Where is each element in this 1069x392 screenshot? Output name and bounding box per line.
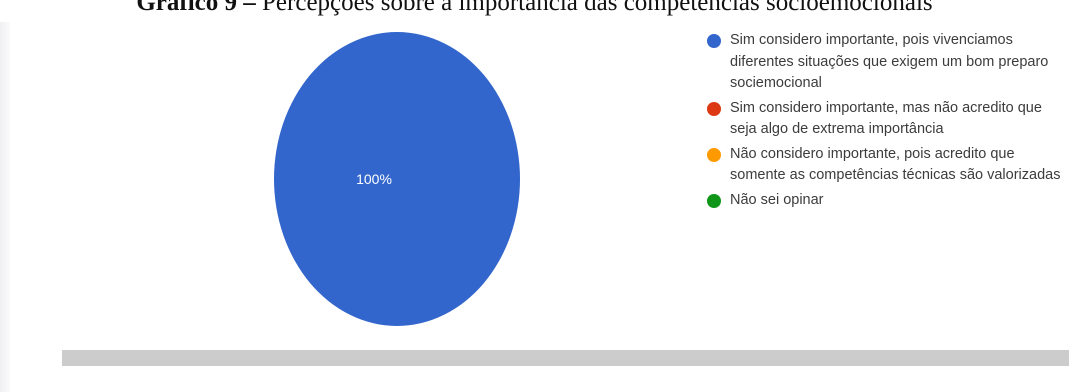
legend-label: Sim considero importante, mas não acredi…: [730, 99, 1042, 138]
legend-label: Não sei opinar: [730, 191, 824, 208]
pie-chart: 100%: [274, 32, 520, 326]
chart-panel: 100% Sim considero importante, pois vive…: [10, 22, 1069, 392]
caption-title: Percepções sobre a importância das compe…: [262, 0, 933, 16]
legend-item[interactable]: Não sei opinar: [707, 190, 1069, 212]
legend-swatch: [707, 193, 721, 208]
legend-item[interactable]: Sim considero importante, pois vivenciam…: [707, 30, 1069, 95]
chart-legend: Sim considero importante, pois vivenciam…: [707, 30, 1069, 214]
legend-item[interactable]: Não considero importante, pois acredito …: [707, 144, 1069, 187]
caption-prefix: Gráfico 9 –: [136, 0, 263, 16]
pie-slice-0: [274, 32, 520, 326]
horizontal-scrollbar[interactable]: [62, 350, 1069, 366]
legend-swatch: [707, 101, 721, 116]
legend-item[interactable]: Sim considero importante, mas não acredi…: [707, 98, 1069, 141]
figure-caption: Gráfico 9 – Percepções sobre a importânc…: [0, 0, 1069, 18]
pie-data-label: 100%: [356, 171, 392, 187]
legend-label: Não considero importante, pois acredito …: [730, 145, 1061, 184]
legend-label: Sim considero importante, pois vivenciam…: [730, 32, 1049, 91]
legend-swatch: [707, 34, 721, 48]
panel-left-edge: [0, 22, 10, 392]
legend-swatch: [707, 147, 721, 162]
